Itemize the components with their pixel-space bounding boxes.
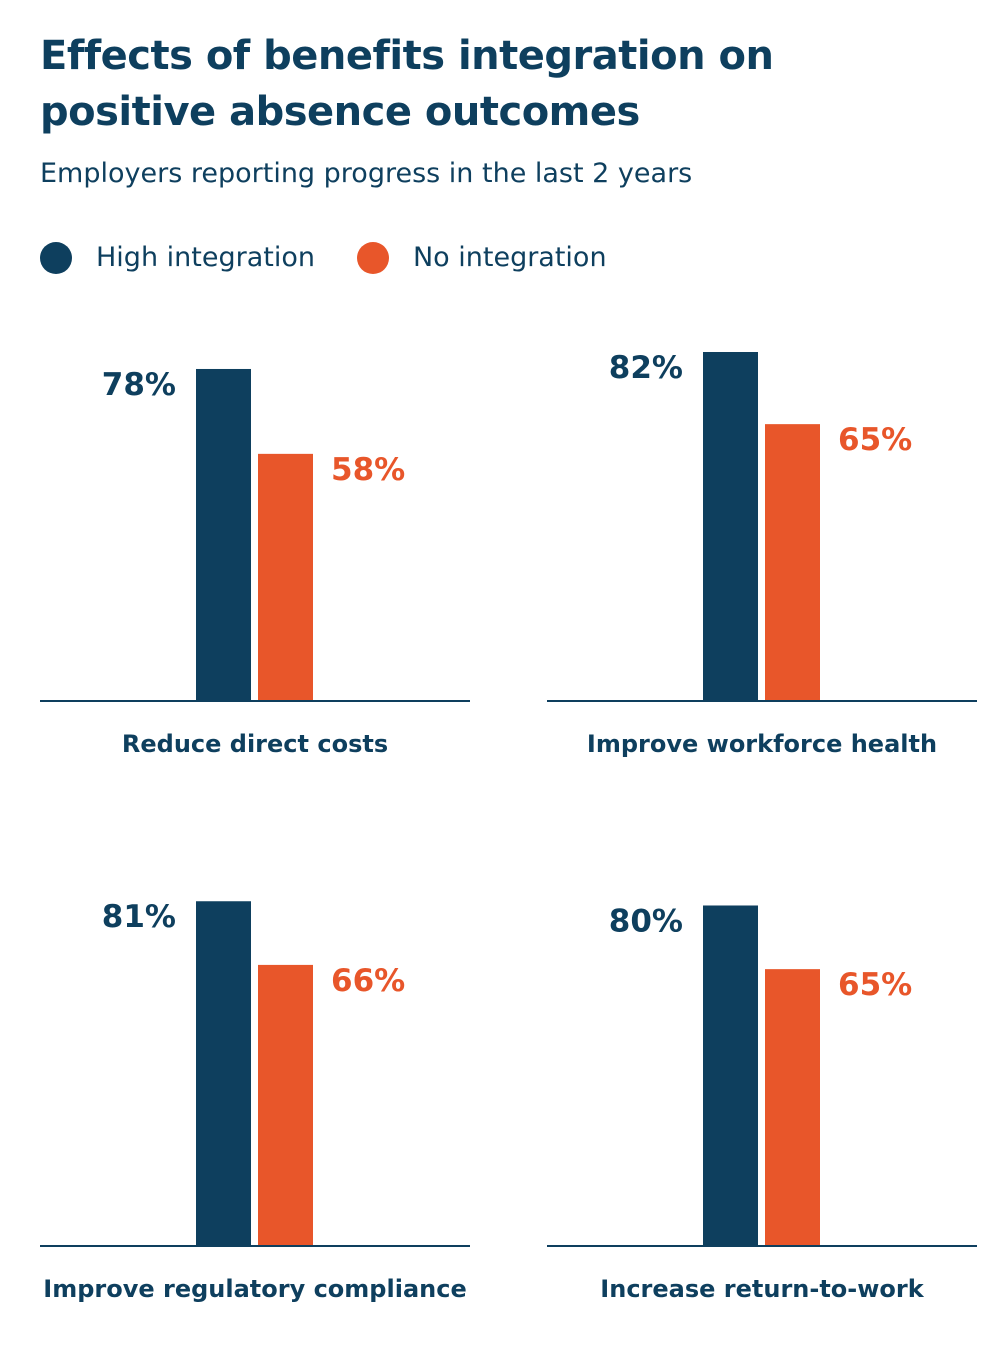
chart-subtitle: Employers reporting progress in the last… bbox=[40, 158, 693, 189]
bar-chart: 81% 66% bbox=[40, 899, 470, 1247]
chart-title: Effects of benefits integration on posit… bbox=[40, 33, 774, 135]
value-label-high-integration: 78% bbox=[102, 367, 176, 403]
value-label-no-integration: 58% bbox=[331, 452, 405, 488]
bar-no-integration bbox=[765, 969, 820, 1245]
legend-swatch-high bbox=[40, 242, 72, 274]
legend: High integration No integration bbox=[40, 238, 649, 278]
category-label: Improve regulatory compliance bbox=[43, 1275, 467, 1303]
value-label-high-integration: 82% bbox=[609, 350, 683, 386]
value-label-high-integration: 80% bbox=[609, 903, 683, 939]
legend-label-high: High integration bbox=[96, 242, 315, 273]
bar-chart: 82% 65% bbox=[547, 350, 977, 702]
category-label: Improve workforce health bbox=[586, 730, 938, 758]
bar-chart: 78% 58% bbox=[40, 367, 470, 702]
legend-item-none: No integration bbox=[356, 242, 607, 274]
chart-panel-reduce-direct-costs: 78% 58% Reduce direct costs bbox=[40, 300, 470, 770]
value-label-no-integration: 65% bbox=[838, 967, 912, 1003]
category-label: Increase return-to-work bbox=[600, 1275, 924, 1303]
value-label-high-integration: 81% bbox=[102, 899, 176, 935]
bar-high-integration bbox=[703, 352, 758, 700]
chart-panel-improve-workforce-health: 82% 65% Improve workforce health bbox=[547, 300, 977, 770]
bar-no-integration bbox=[258, 453, 313, 700]
chart-panel-improve-regulatory-compliance: 81% 66% Improve regulatory compliance bbox=[40, 845, 470, 1315]
legend-label-none: No integration bbox=[412, 242, 607, 273]
bar-no-integration bbox=[765, 424, 820, 700]
category-label: Reduce direct costs bbox=[121, 730, 389, 758]
value-label-no-integration: 65% bbox=[838, 422, 912, 458]
legend-swatch-none bbox=[356, 242, 389, 274]
bar-no-integration bbox=[258, 964, 313, 1245]
bar-high-integration bbox=[196, 901, 251, 1245]
bar-high-integration bbox=[703, 905, 758, 1245]
bar-chart: 80% 65% bbox=[547, 903, 977, 1247]
chart-panel-increase-return-to-work: 80% 65% Increase return-to-work bbox=[547, 845, 977, 1315]
value-label-no-integration: 66% bbox=[331, 963, 405, 999]
legend-item-high: High integration bbox=[40, 242, 315, 274]
bar-high-integration bbox=[196, 368, 251, 700]
